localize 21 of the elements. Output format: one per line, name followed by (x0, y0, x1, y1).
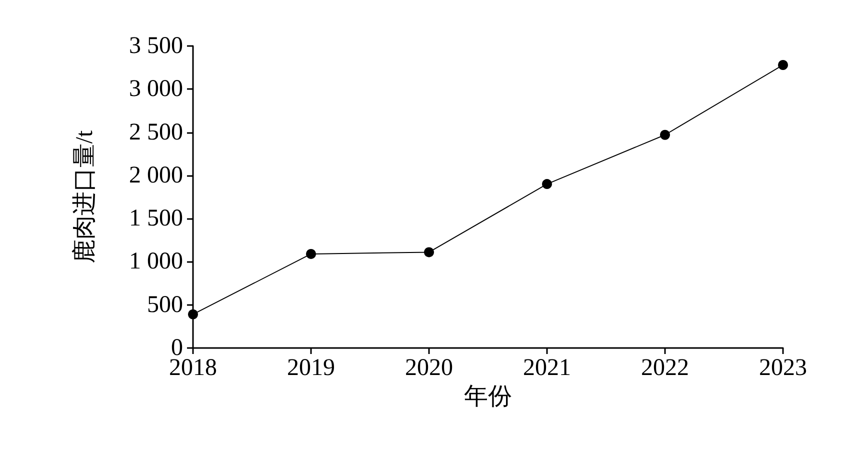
x-tick-label: 2019 (287, 355, 335, 381)
y-tick-label: 500 (147, 292, 183, 318)
y-tick-label: 2 500 (129, 119, 183, 146)
x-axis-title: 年份 (464, 384, 512, 410)
point (542, 179, 552, 190)
point (660, 130, 670, 140)
point (306, 248, 316, 259)
y-tick-label: 1 000 (129, 248, 183, 275)
x-tick-label: 2020 (405, 355, 453, 381)
point (188, 309, 198, 320)
x-tick-label: 2023 (759, 355, 807, 381)
y-tick-label: 3 500 (129, 33, 183, 59)
y-tick-label: 1 500 (129, 206, 183, 232)
x-tick-label: 2021 (523, 355, 571, 381)
point (424, 247, 434, 258)
y-axis-title: 鹿肉进口量/t (71, 130, 98, 264)
y-tick-label: 3 000 (129, 76, 183, 102)
y-tick-label: 2 000 (129, 162, 183, 188)
x-tick-label: 2022 (641, 355, 689, 381)
x-tick-label: 2018 (169, 355, 217, 381)
point (778, 60, 788, 70)
